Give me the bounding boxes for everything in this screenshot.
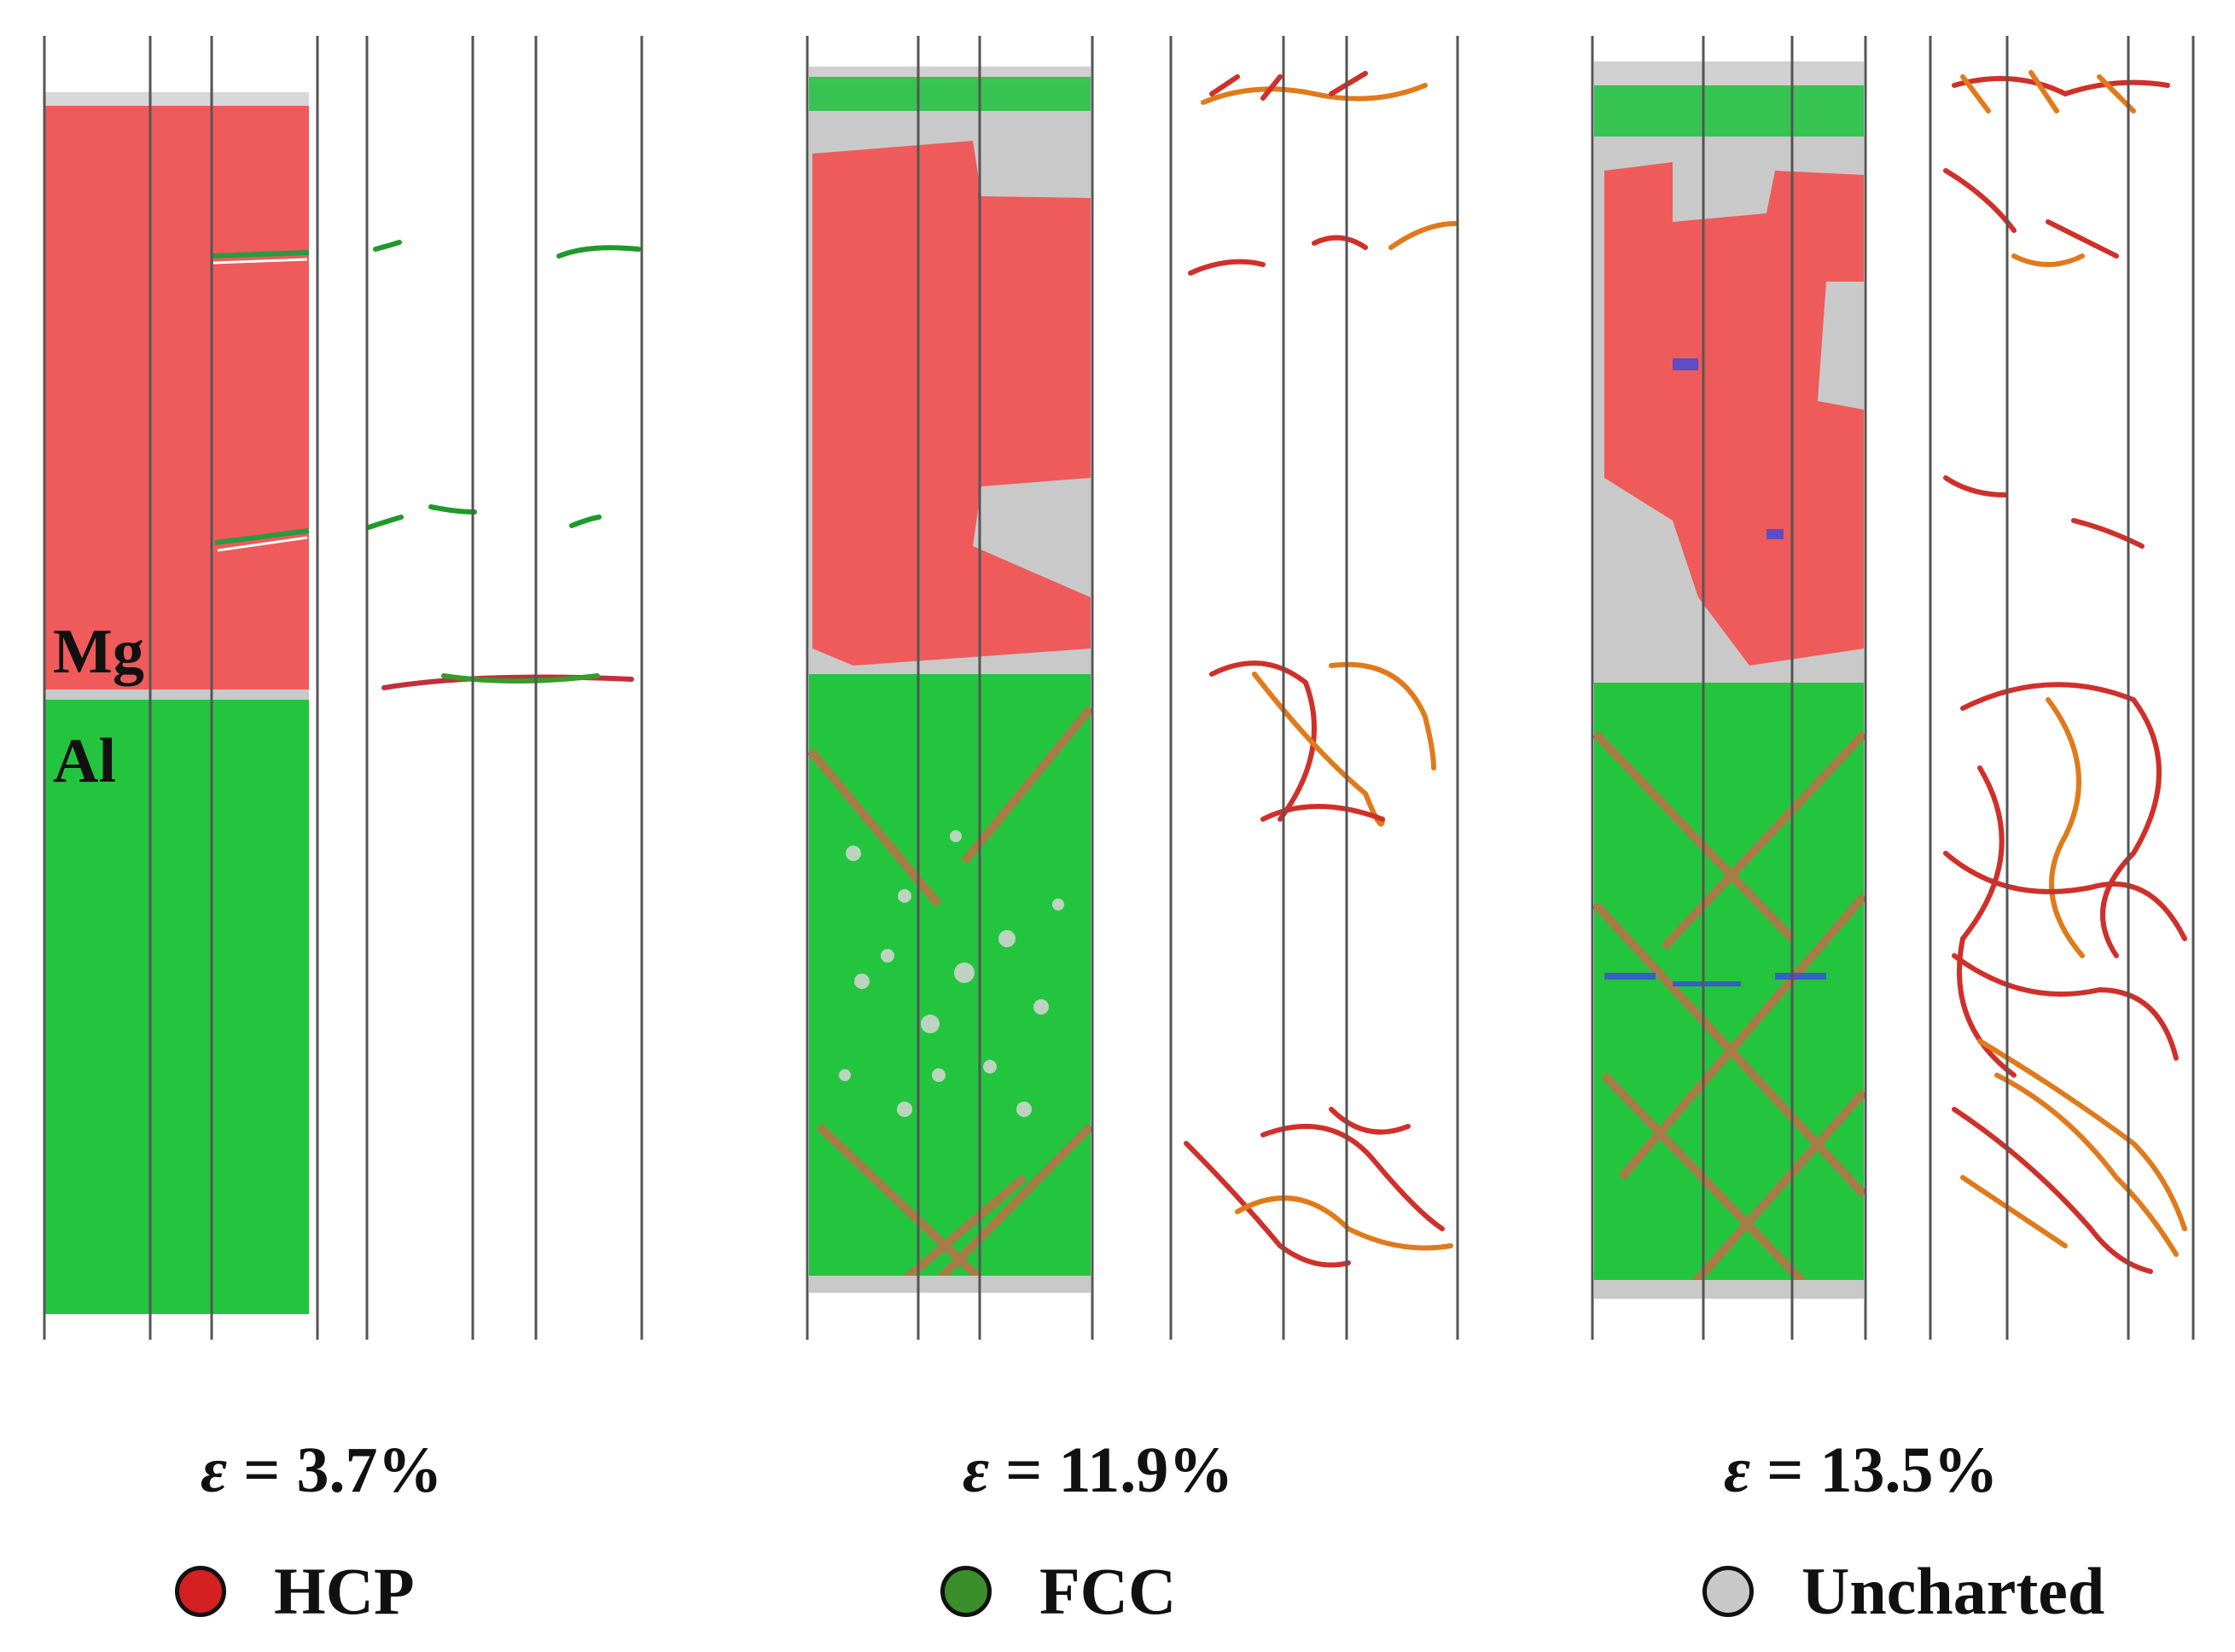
panel-2-dislocations xyxy=(1184,71,1458,1268)
legend-hcp: HCP xyxy=(175,1553,415,1630)
panel-1-al-region xyxy=(44,700,309,1314)
dislocation-line xyxy=(1943,168,2119,259)
dislocation-line xyxy=(1960,682,2162,958)
dislocation-line xyxy=(428,504,477,515)
hcp-dot-icon xyxy=(175,1566,226,1617)
al-label: Al xyxy=(53,726,116,796)
epsilon-symbol: ε xyxy=(1724,1434,1751,1506)
dislocation-line xyxy=(1960,1175,2068,1248)
dislocation-line xyxy=(1188,235,1368,276)
dislocation-line xyxy=(1329,661,1436,771)
panel-2-top-fcc xyxy=(809,77,1091,111)
panel-1-dislocations xyxy=(366,240,641,690)
panel-1-mg-region xyxy=(44,106,309,696)
dislocation-line xyxy=(1209,71,1368,101)
dislocation-line xyxy=(1943,475,2145,549)
panel-3-dislocations xyxy=(1943,70,2187,1274)
panel-1-structure xyxy=(44,92,310,1314)
dislocation-line xyxy=(556,245,641,259)
epsilon-symbol: ε xyxy=(963,1434,990,1506)
panel-2-structure xyxy=(807,67,1094,1293)
dislocation-line xyxy=(1943,851,2187,941)
panel-2-mg-region xyxy=(812,141,1091,666)
panel-3-top-fcc xyxy=(1594,85,1864,137)
dislocation-line xyxy=(1235,1195,1453,1251)
strain-caption-3: ε = 13.5% xyxy=(1724,1434,1998,1508)
dislocation-line xyxy=(373,240,402,252)
strain-caption-1: ε = 3.7% xyxy=(201,1434,442,1508)
dislocation-line xyxy=(1952,76,2170,97)
panel-3-bottom-gray xyxy=(1594,1280,1864,1299)
dislocation-line xyxy=(1201,83,1428,105)
legend-uncharted: Uncharted xyxy=(1702,1553,2104,1630)
dislocation-line xyxy=(441,673,600,683)
dislocation-line xyxy=(1957,765,2017,1078)
panel-3-structure xyxy=(1592,61,1867,1299)
epsilon-symbol: ε xyxy=(201,1434,228,1506)
dislocation-line xyxy=(1994,1073,2179,1257)
dislocation-line xyxy=(1184,1141,1351,1268)
panel-3-top-gray xyxy=(1594,61,1864,87)
dislocation-line xyxy=(569,515,602,528)
dislocation-line xyxy=(1329,1107,1411,1135)
panel-1-interface xyxy=(44,689,309,701)
uncharted-dot-icon xyxy=(1702,1566,1754,1617)
panel-2-bottom-gray xyxy=(809,1276,1091,1293)
dislocation-line xyxy=(366,515,404,530)
panel-1-top-gray xyxy=(44,92,309,108)
fcc-dot-icon xyxy=(940,1566,992,1617)
strain-value: = 3.7% xyxy=(243,1434,443,1506)
dislocation-line xyxy=(1977,1038,2187,1231)
dislocation-line xyxy=(2011,253,2085,267)
dislocation-line xyxy=(1252,672,1385,827)
strain-caption-2: ε = 11.9% xyxy=(963,1434,1233,1508)
dislocation-line xyxy=(1952,953,2179,1061)
vertical-guide-lines xyxy=(43,36,2195,1340)
legend-label: HCP xyxy=(274,1554,415,1628)
dislocation-line xyxy=(1388,221,1458,250)
dislocation-line xyxy=(1260,1124,1445,1231)
dislocation-line xyxy=(1952,1107,2153,1274)
strain-value: = 11.9% xyxy=(1005,1434,1234,1506)
legend-label: FCC xyxy=(1039,1554,1177,1628)
legend-fcc: FCC xyxy=(940,1553,1176,1630)
panel-3-mg-region xyxy=(1604,162,1864,666)
dislocation-line xyxy=(1260,804,1385,822)
mg-label: Mg xyxy=(53,617,144,687)
dislocation-line xyxy=(2046,697,2085,958)
strain-value: = 13.5% xyxy=(1766,1434,1999,1506)
legend-label: Uncharted xyxy=(1801,1554,2105,1628)
dislocation-line xyxy=(1209,660,1317,822)
